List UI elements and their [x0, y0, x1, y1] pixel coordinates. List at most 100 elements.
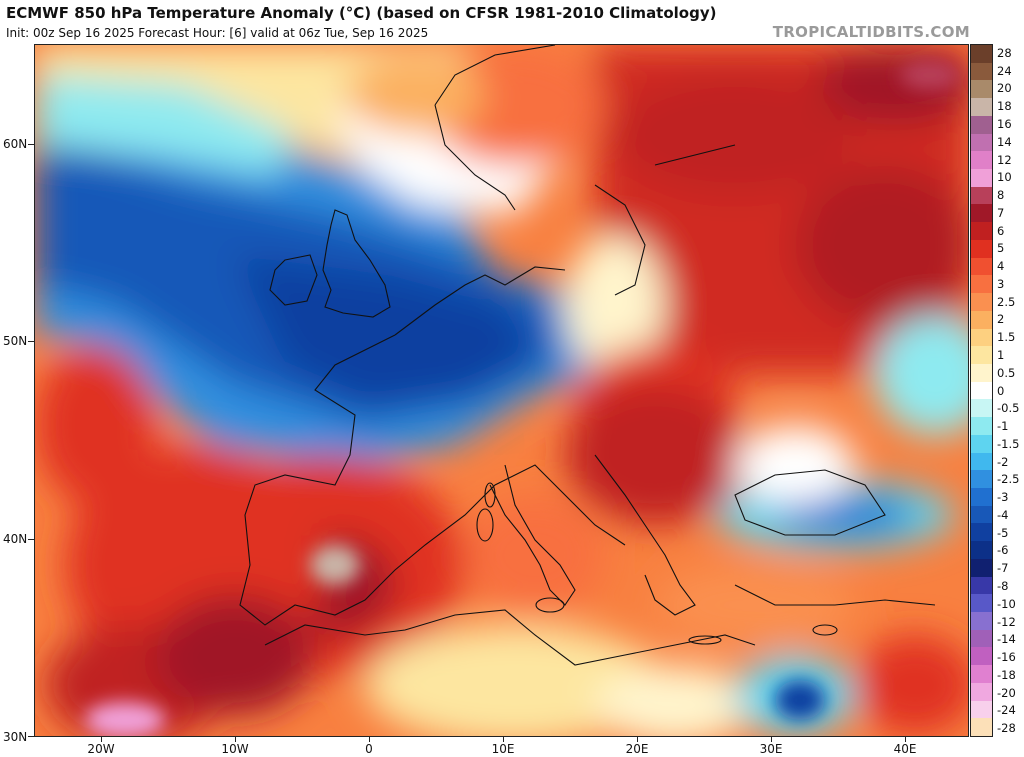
colorbar-swatch	[971, 204, 992, 223]
colorbar-label: 2.5	[997, 294, 1016, 309]
colorbar-label: -18	[997, 667, 1016, 682]
lon-label-0: 0	[365, 742, 373, 756]
colorbar-swatch	[971, 629, 992, 648]
colorbar-swatch	[971, 346, 992, 364]
colorbar-label: 14	[997, 134, 1012, 149]
colorbar-label: -2.5	[997, 472, 1020, 487]
lon-label-40e: 40E	[893, 742, 917, 756]
colorbar-swatch	[971, 576, 992, 595]
colorbar-swatch	[971, 417, 992, 435]
lon-tick	[771, 737, 772, 742]
coastlines	[239, 45, 936, 666]
colorbar-swatch	[971, 594, 992, 612]
colorbar-label: 1.5	[997, 330, 1016, 345]
colorbar-label: -2	[997, 454, 1009, 469]
lon-label-10e: 10E	[491, 742, 515, 756]
lat-tick	[28, 144, 34, 145]
colorbar-swatch	[971, 470, 992, 488]
colorbar-swatch	[971, 310, 992, 329]
colorbar-label: 6	[997, 223, 1005, 238]
colorbar-swatch	[971, 222, 992, 240]
forecast-info: Init: 00z Sep 16 2025 Forecast Hour: [6]…	[6, 26, 429, 40]
anomaly-detail	[85, 60, 960, 736]
colorbar-swatch	[971, 665, 992, 683]
anomaly-map[interactable]	[34, 44, 969, 737]
anomaly-field	[35, 45, 968, 736]
lon-label-30e: 30E	[759, 742, 783, 756]
colorbar-swatch	[971, 257, 992, 276]
colorbar-label: 18	[997, 99, 1012, 114]
colorbar-label: 4	[997, 259, 1005, 274]
colorbar-label: 7	[997, 205, 1005, 220]
colorbar-label: -7	[997, 561, 1009, 576]
lat-label-40n: 40N	[3, 532, 28, 546]
lon-label-10w: 10W	[221, 742, 249, 756]
colorbar-label: 12	[997, 152, 1012, 167]
colorbar-swatch	[971, 452, 992, 471]
colorbar-swatch	[971, 381, 992, 400]
colorbar-label: 20	[997, 81, 1012, 96]
colorbar-swatch	[971, 558, 992, 577]
colorbar-swatch	[971, 275, 992, 294]
colorbar-swatch	[971, 80, 992, 99]
colorbar-label: -12	[997, 614, 1016, 629]
colorbar-swatch	[971, 612, 992, 630]
lat-tick	[28, 736, 34, 737]
colorbar-label: -1.5	[997, 436, 1020, 451]
colorbar-swatch	[971, 239, 992, 258]
colorbar-label: 0	[997, 383, 1005, 398]
colorbar-swatch	[971, 700, 992, 719]
lon-label-20w: 20W	[87, 742, 115, 756]
colorbar-label: 10	[997, 170, 1012, 185]
site-brand: TROPICALTIDBITS.COM	[772, 23, 970, 41]
colorbar-swatch	[971, 363, 992, 382]
lon-tick	[101, 737, 102, 742]
colorbar-swatch	[971, 293, 992, 311]
colorbar-swatch	[971, 399, 992, 418]
lon-tick	[905, 737, 906, 742]
colorbar-label: 16	[997, 116, 1012, 131]
colorbar-label: -24	[997, 703, 1016, 718]
map-canvas	[35, 45, 968, 736]
colorbar-swatch	[971, 133, 992, 152]
colorbar-swatch	[971, 682, 992, 701]
colorbar-label: -5	[997, 525, 1009, 540]
colorbar	[970, 44, 993, 737]
colorbar-swatch	[971, 45, 992, 63]
lat-label-30n: 30N	[3, 730, 28, 744]
lat-tick	[28, 341, 34, 342]
colorbar-swatch	[971, 434, 992, 453]
colorbar-label: 1	[997, 347, 1005, 362]
lon-tick	[503, 737, 504, 742]
map-title: ECMWF 850 hPa Temperature Anomaly (°C) (…	[6, 4, 717, 22]
colorbar-label: -14	[997, 632, 1016, 647]
colorbar-label: 0.5	[997, 365, 1016, 380]
colorbar-swatch	[971, 98, 992, 116]
colorbar-label: 3	[997, 276, 1005, 291]
colorbar-swatch	[971, 487, 992, 506]
lon-label-20e: 20E	[625, 742, 649, 756]
colorbar-label: -20	[997, 685, 1016, 700]
colorbar-swatch	[971, 169, 992, 187]
lat-label-50n: 50N	[3, 334, 28, 348]
lon-tick	[235, 737, 236, 742]
lat-label-60n: 60N	[3, 137, 28, 151]
colorbar-label: -4	[997, 507, 1009, 522]
colorbar-swatch	[971, 115, 992, 134]
colorbar-swatch	[971, 186, 992, 205]
lon-tick	[637, 737, 638, 742]
colorbar-swatch	[971, 62, 992, 81]
colorbar-label: -6	[997, 543, 1009, 558]
colorbar-label: -8	[997, 578, 1009, 593]
colorbar-swatch	[971, 505, 992, 524]
colorbar-label: -16	[997, 650, 1016, 665]
lon-tick	[369, 737, 370, 742]
colorbar-swatch	[971, 647, 992, 666]
colorbar-swatch	[971, 718, 992, 737]
colorbar-swatch	[971, 523, 992, 542]
colorbar-label: -1	[997, 419, 1009, 434]
colorbar-label: 2	[997, 312, 1005, 327]
colorbar-label: -10	[997, 596, 1016, 611]
colorbar-label: 8	[997, 188, 1005, 203]
colorbar-label: 24	[997, 63, 1012, 78]
